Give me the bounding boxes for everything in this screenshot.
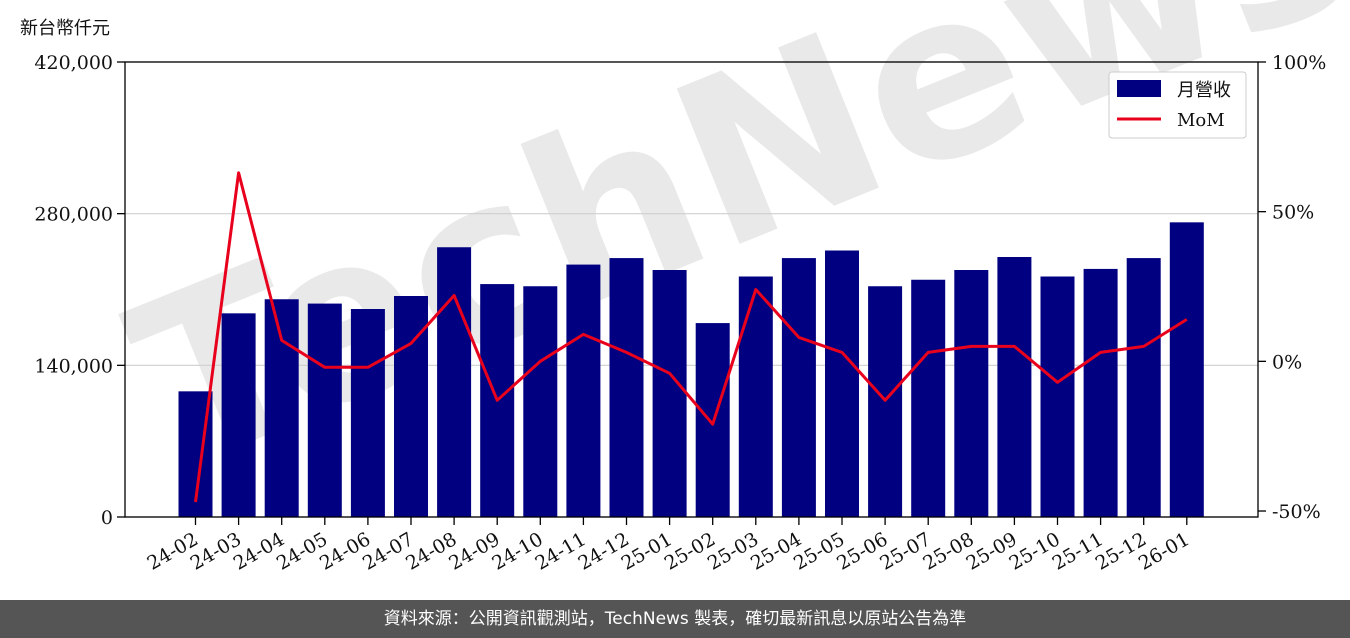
right-axis: -50% 0% 50% 100% — [1258, 52, 1326, 523]
plot-frame — [124, 61, 1259, 518]
bar — [1040, 276, 1075, 517]
unit-label: 新台幣仟元 — [20, 18, 110, 39]
right-tick-label: 0% — [1272, 351, 1302, 373]
bar — [307, 303, 342, 517]
mom-line — [194, 171, 1188, 503]
x-tick-label: 26-01 — [1135, 528, 1193, 574]
bar — [437, 247, 472, 517]
right-tick-label: 50% — [1272, 202, 1314, 224]
bar — [738, 276, 773, 517]
bar — [997, 257, 1032, 517]
left-tick-label: 280,000 — [34, 204, 113, 226]
bar — [781, 258, 816, 517]
bar — [523, 286, 558, 517]
bar — [609, 258, 644, 517]
bar — [1169, 222, 1204, 518]
bar — [652, 270, 687, 517]
legend-label-revenue: 月營收 — [1177, 80, 1231, 101]
bar — [954, 270, 989, 517]
footer-source-note: 資料來源：公開資訊觀測站，TechNews 製表，確切最新訊息以原站公告為準 — [0, 600, 1350, 638]
bar — [1126, 258, 1161, 517]
right-tick-label: 100% — [1272, 52, 1326, 74]
legend: 月營收 MoM — [1108, 71, 1247, 139]
left-tick-label: 0 — [101, 507, 113, 529]
bar — [566, 264, 601, 517]
left-tick-label: 140,000 — [34, 355, 113, 377]
bar-series — [178, 222, 1204, 518]
left-axis: 0 140,000 280,000 420,000 — [34, 52, 125, 529]
bar — [350, 309, 385, 517]
right-tick-label: -50% — [1272, 501, 1321, 523]
x-axis: 24-0224-0324-0424-0524-0624-0724-0824-09… — [144, 517, 1193, 575]
bar — [825, 250, 859, 517]
mom-series — [194, 171, 1188, 503]
legend-label-mom: MoM — [1177, 110, 1225, 131]
bar — [1083, 268, 1118, 517]
bar — [264, 299, 299, 517]
bar — [911, 279, 946, 517]
legend-bar-swatch — [1117, 80, 1161, 97]
bar — [221, 313, 256, 517]
left-tick-label: 420,000 — [34, 52, 113, 74]
